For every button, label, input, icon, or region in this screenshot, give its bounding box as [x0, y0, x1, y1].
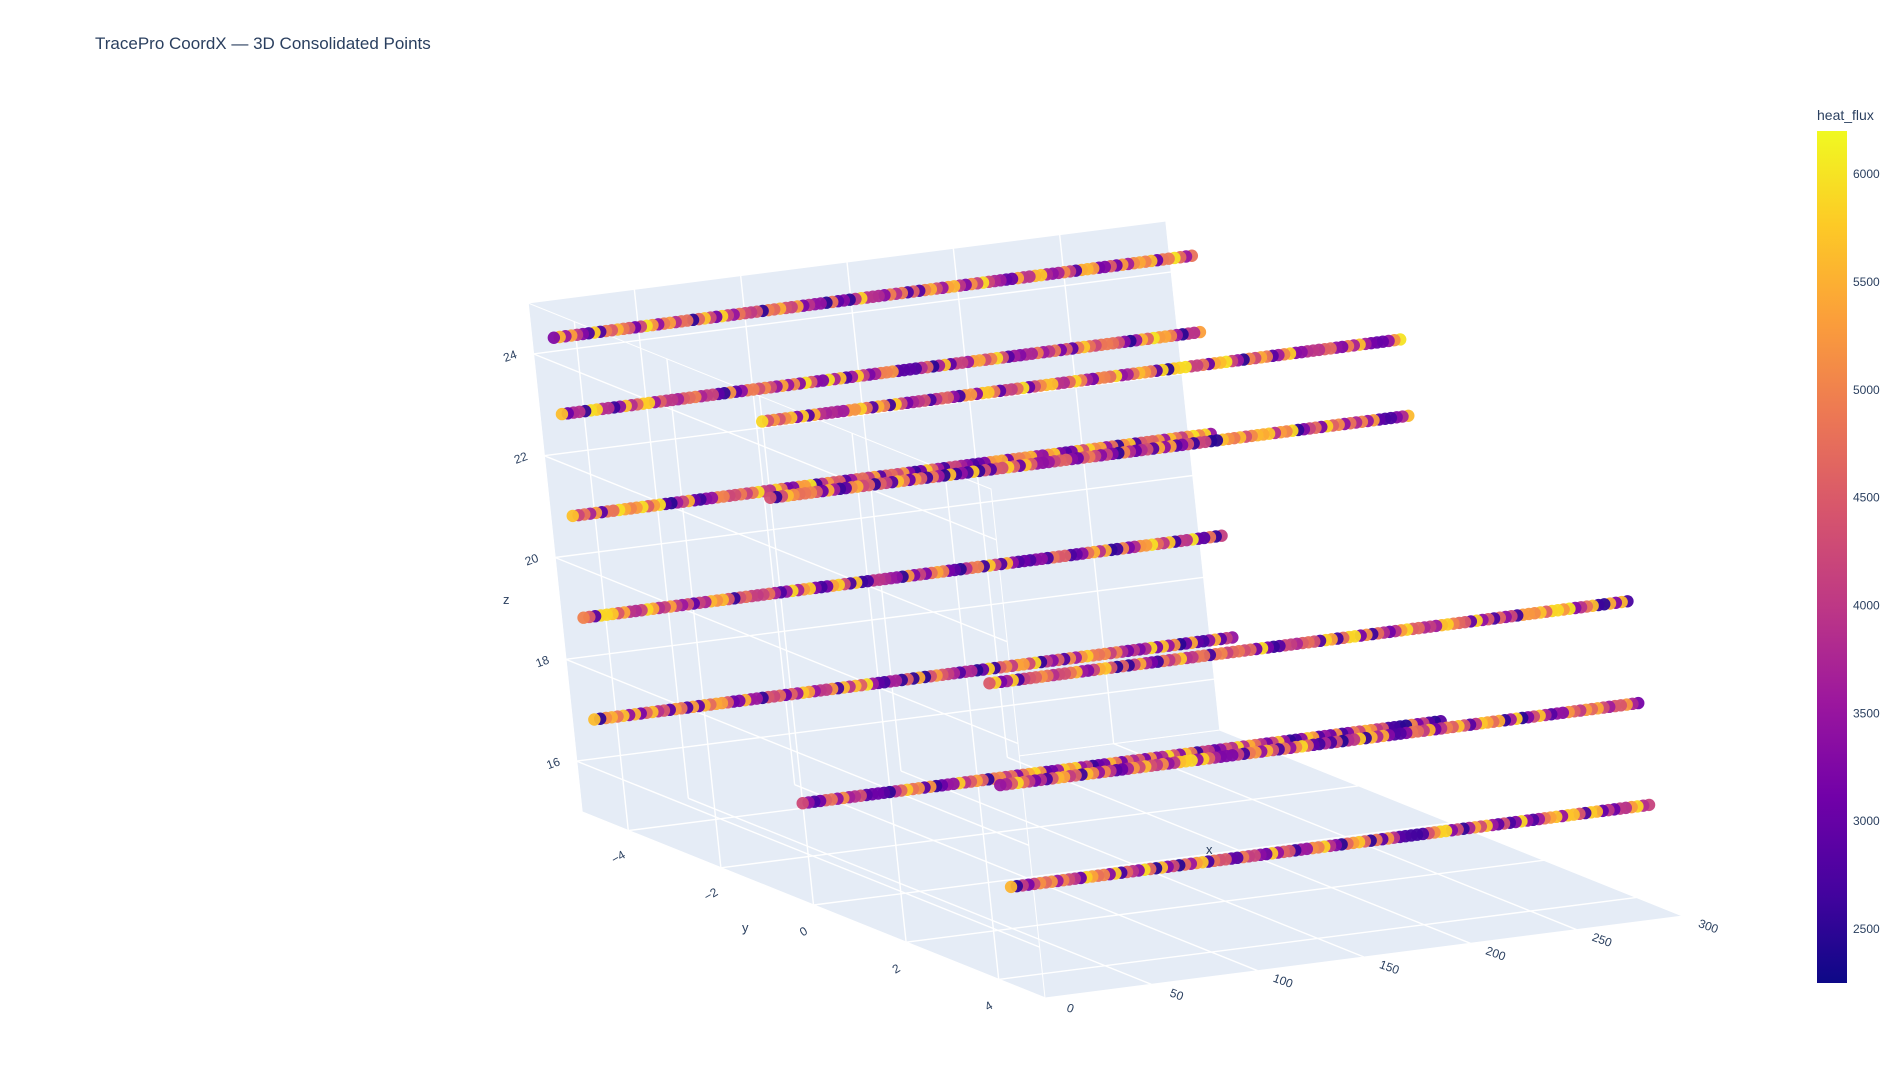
grid-line-z-back-y [533, 353, 997, 541]
grid-line-z-back-x [533, 271, 1172, 355]
z-axis-label: z [503, 592, 510, 607]
point-series-1 [555, 325, 1207, 421]
grid-line-z-back-y [576, 760, 1040, 948]
z-tick-label: 24 [501, 347, 519, 365]
y-axis-label: y [742, 920, 749, 935]
colorbar-ticks: 2500 3000 3500 4000 4500 5000 5500 6000 [1853, 167, 1880, 936]
grid-line-z-back-x [554, 474, 1194, 559]
x-tick-label: 250 [1590, 930, 1614, 950]
y-tick-label: 0 [797, 924, 810, 940]
point-series-8 [983, 595, 1634, 690]
data-point [994, 778, 1007, 792]
point-series-6 [764, 409, 1415, 504]
data-point [1004, 880, 1018, 894]
colorbar-gradient [1817, 131, 1847, 983]
data-point [566, 509, 579, 523]
colorbar-tick-label: 2500 [1853, 922, 1880, 936]
colorbar-tick-label: 4000 [1853, 599, 1880, 613]
grid-line-z-back-x [576, 678, 1215, 762]
colorbar: heat_flux 2500 3000 3500 4000 4500 5000 5500 60… [1817, 110, 1880, 983]
scene-grid [527, 220, 1684, 999]
grid-line-z-back-x [565, 576, 1204, 660]
x-tick-label: 50 [1168, 986, 1186, 1004]
grid-line-y-floor [720, 785, 1359, 869]
colorbar-tick-label: 3000 [1853, 814, 1880, 828]
data-point [547, 331, 561, 344]
data-point [983, 677, 996, 690]
point-series-0 [547, 249, 1199, 344]
grid-line-y-floor [813, 822, 1452, 906]
z-tick-label: 22 [512, 449, 530, 467]
data-point [588, 713, 601, 726]
chart-title: TracePro CoordX — 3D Consolidated Points [95, 34, 431, 53]
y-tick-label: 4 [982, 998, 995, 1014]
x-tick-label: 200 [1484, 944, 1508, 964]
x-tick-label: 100 [1271, 971, 1295, 991]
point-series-4 [588, 631, 1239, 726]
point-series-5 [756, 333, 1407, 428]
colorbar-tick-label: 3500 [1853, 706, 1880, 720]
z-tick-label: 18 [534, 653, 552, 671]
colorbar-title: heat_flux [1817, 110, 1874, 123]
scene-panes [527, 220, 1685, 999]
grid-line-z-back-y [543, 455, 1008, 643]
data-point [555, 407, 569, 421]
x-tick-label: 150 [1378, 957, 1402, 977]
data-point [796, 797, 809, 810]
colorbar-tick-label: 6000 [1853, 167, 1880, 181]
y-tick-label: 2 [890, 961, 903, 977]
data-point [756, 415, 769, 428]
colorbar-tick-label: 5000 [1853, 383, 1880, 397]
grid-line-y-floor [998, 896, 1637, 981]
y-tick-label: −2 [701, 885, 720, 904]
point-series-3 [577, 529, 1228, 624]
data-point [577, 611, 590, 624]
colorbar-tick-label: 4500 [1853, 491, 1880, 505]
z-tick-label: 16 [545, 754, 563, 772]
point-series-10 [1004, 798, 1656, 894]
grid-line-y-floor [906, 859, 1545, 943]
x-tick-label: 0 [1065, 1001, 1076, 1017]
data-point [764, 491, 777, 504]
grid-line-z-back-y [554, 556, 1019, 745]
y-tick-label: −4 [609, 847, 628, 866]
point-series-9 [994, 696, 1645, 792]
x-tick-label: 300 [1697, 916, 1721, 936]
colorbar-tick-label: 5500 [1853, 275, 1880, 289]
scene-points [547, 249, 1656, 894]
z-tick-label: 20 [523, 551, 541, 569]
x-axis-label: x [1206, 842, 1213, 857]
grid-line-z-back-y [565, 658, 1030, 846]
